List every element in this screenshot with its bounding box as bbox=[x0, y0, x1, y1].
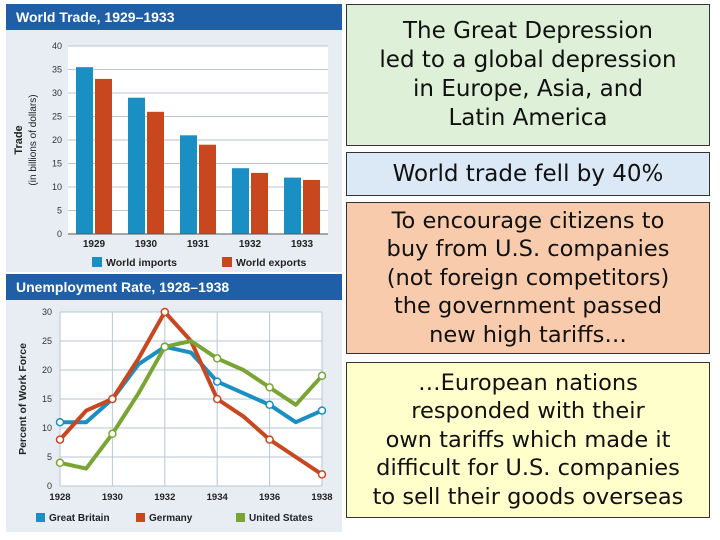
y-tick-label: 40 bbox=[52, 41, 62, 51]
point-united-states bbox=[55, 458, 65, 468]
point-united-states bbox=[160, 342, 170, 352]
text-line: in Europe, Asia, and bbox=[413, 76, 643, 102]
legend-label: World imports bbox=[106, 257, 177, 269]
text-line: …European nations bbox=[418, 369, 638, 396]
world-trade-title: World Trade, 1929–1933 bbox=[6, 4, 342, 30]
y-tick-label: 10 bbox=[52, 182, 62, 192]
text-box-european-tariffs: …European nations responded with their o… bbox=[346, 362, 710, 518]
point-great-britain bbox=[317, 406, 327, 415]
point-germany bbox=[108, 394, 117, 404]
text-line: led to a global depression bbox=[379, 47, 677, 73]
bar-world-imports bbox=[232, 168, 249, 234]
bar-world-imports bbox=[76, 67, 93, 235]
unemployment-panel: Unemployment Rate, 1928–1938 0 5 10 15 20 25 3… bbox=[6, 274, 342, 532]
text-line: own tariffs which made it bbox=[385, 426, 671, 453]
text-line: responded with their bbox=[411, 398, 645, 425]
point-united-states bbox=[317, 371, 327, 381]
x-tick-label: 1929 bbox=[83, 239, 106, 250]
text-box-world-trade: World trade fell by 40% bbox=[346, 152, 710, 196]
point-germany bbox=[265, 435, 274, 444]
world-trade-chart-area: 0 5 10 15 20 25 30 35 40 Trade (in billions of dol… bbox=[6, 30, 342, 272]
legend-label: United States bbox=[249, 513, 313, 524]
text-box-tariffs: To encourage citizens to buy from U.S. c… bbox=[346, 202, 710, 354]
legend-swatch bbox=[236, 513, 245, 522]
legend-swatch bbox=[36, 513, 45, 522]
point-great-britain bbox=[265, 400, 274, 410]
text-line: Latin America bbox=[448, 105, 608, 131]
world-trade-panel: World Trade, 1929–1933 0 5 10 15 20 25 30 35 40 T… bbox=[6, 4, 342, 272]
point-germany bbox=[55, 435, 65, 444]
line-united-states bbox=[59, 339, 324, 471]
y-tick-label: 10 bbox=[42, 423, 52, 433]
world-trade-chart: 0 5 10 15 20 25 30 35 40 Trade (in billions of dol… bbox=[13, 41, 328, 269]
legend-label: Germany bbox=[149, 513, 193, 524]
y-tick-label: 25 bbox=[52, 112, 62, 122]
y-tick-label: 20 bbox=[42, 365, 52, 375]
bar-world-exports bbox=[199, 144, 216, 234]
point-great-britain bbox=[55, 417, 65, 427]
y-tick-label: 25 bbox=[42, 336, 52, 346]
y-tick-label: 30 bbox=[52, 88, 62, 98]
y-axis-label: Trade bbox=[13, 125, 25, 154]
point-united-states bbox=[212, 354, 222, 363]
unemployment-chart: 0 5 10 15 20 25 30 1928 1930 1932 1934 1936 1938 Perc… bbox=[17, 307, 333, 524]
text-line: the government passed bbox=[393, 293, 663, 320]
x-tick-label: 1932 bbox=[239, 239, 262, 250]
text-line: buy from U.S. companies bbox=[386, 236, 670, 263]
x-tick-label: 1938 bbox=[311, 492, 332, 503]
x-tick-label: 1930 bbox=[135, 239, 158, 250]
bar-world-imports bbox=[128, 97, 145, 234]
unemployment-title: Unemployment Rate, 1928–1938 bbox=[6, 274, 342, 300]
text-line: World trade fell by 40% bbox=[392, 160, 664, 187]
y-tick-label: 15 bbox=[42, 394, 52, 404]
point-germany bbox=[317, 470, 327, 479]
legend-swatch bbox=[222, 257, 232, 267]
bar-world-exports bbox=[95, 78, 112, 235]
unemployment-chart-area: 0 5 10 15 20 25 30 1928 1930 1932 1934 1936 1938 Perc… bbox=[6, 300, 342, 532]
x-tick-label: 1931 bbox=[187, 239, 210, 250]
legend-label: Great Britain bbox=[49, 513, 110, 524]
point-germany bbox=[212, 394, 222, 404]
y-tick-label: 15 bbox=[52, 159, 62, 169]
y-tick-label: 0 bbox=[47, 481, 52, 491]
y-axis-sublabel: (in billions of dollars) bbox=[28, 94, 39, 185]
point-united-states bbox=[108, 429, 117, 439]
text-line: new high tariffs… bbox=[429, 321, 627, 348]
x-tick-label: 1932 bbox=[154, 492, 175, 503]
text-line: to sell their goods overseas bbox=[372, 483, 684, 510]
bar-world-exports bbox=[147, 111, 164, 234]
y-tick-label: 35 bbox=[52, 65, 62, 75]
bar-world-exports bbox=[303, 179, 320, 234]
bar-world-exports bbox=[251, 172, 268, 234]
bar-world-imports bbox=[180, 135, 197, 234]
y-axis-label: Percent of Work Force bbox=[17, 343, 29, 455]
legend-swatch bbox=[92, 257, 102, 267]
bar-world-imports bbox=[284, 177, 301, 234]
y-tick-label: 5 bbox=[57, 206, 62, 216]
point-united-states bbox=[265, 383, 274, 392]
y-tick-label: 20 bbox=[52, 135, 62, 145]
x-tick-label: 1928 bbox=[49, 492, 70, 503]
text-box-great-depression: The Great Depression led to a global dep… bbox=[346, 4, 710, 146]
text-line: (not foreign competitors) bbox=[386, 264, 670, 291]
text-line: To encourage citizens to bbox=[391, 207, 665, 234]
x-tick-label: 1934 bbox=[207, 492, 229, 503]
y-tick-label: 5 bbox=[47, 452, 52, 462]
legend-label: World exports bbox=[236, 257, 307, 269]
text-line: difficult for U.S. companies bbox=[376, 455, 680, 482]
point-germany bbox=[160, 307, 170, 317]
legend-swatch bbox=[136, 513, 145, 522]
point-great-britain bbox=[212, 377, 222, 386]
text-line: The Great Depression bbox=[402, 18, 653, 44]
line-great-britain bbox=[60, 344, 323, 425]
x-tick-label: 1936 bbox=[259, 492, 280, 503]
x-tick-label: 1930 bbox=[102, 492, 123, 503]
y-tick-label: 0 bbox=[57, 229, 62, 239]
x-tick-label: 1933 bbox=[291, 239, 314, 250]
y-tick-label: 30 bbox=[42, 307, 52, 317]
